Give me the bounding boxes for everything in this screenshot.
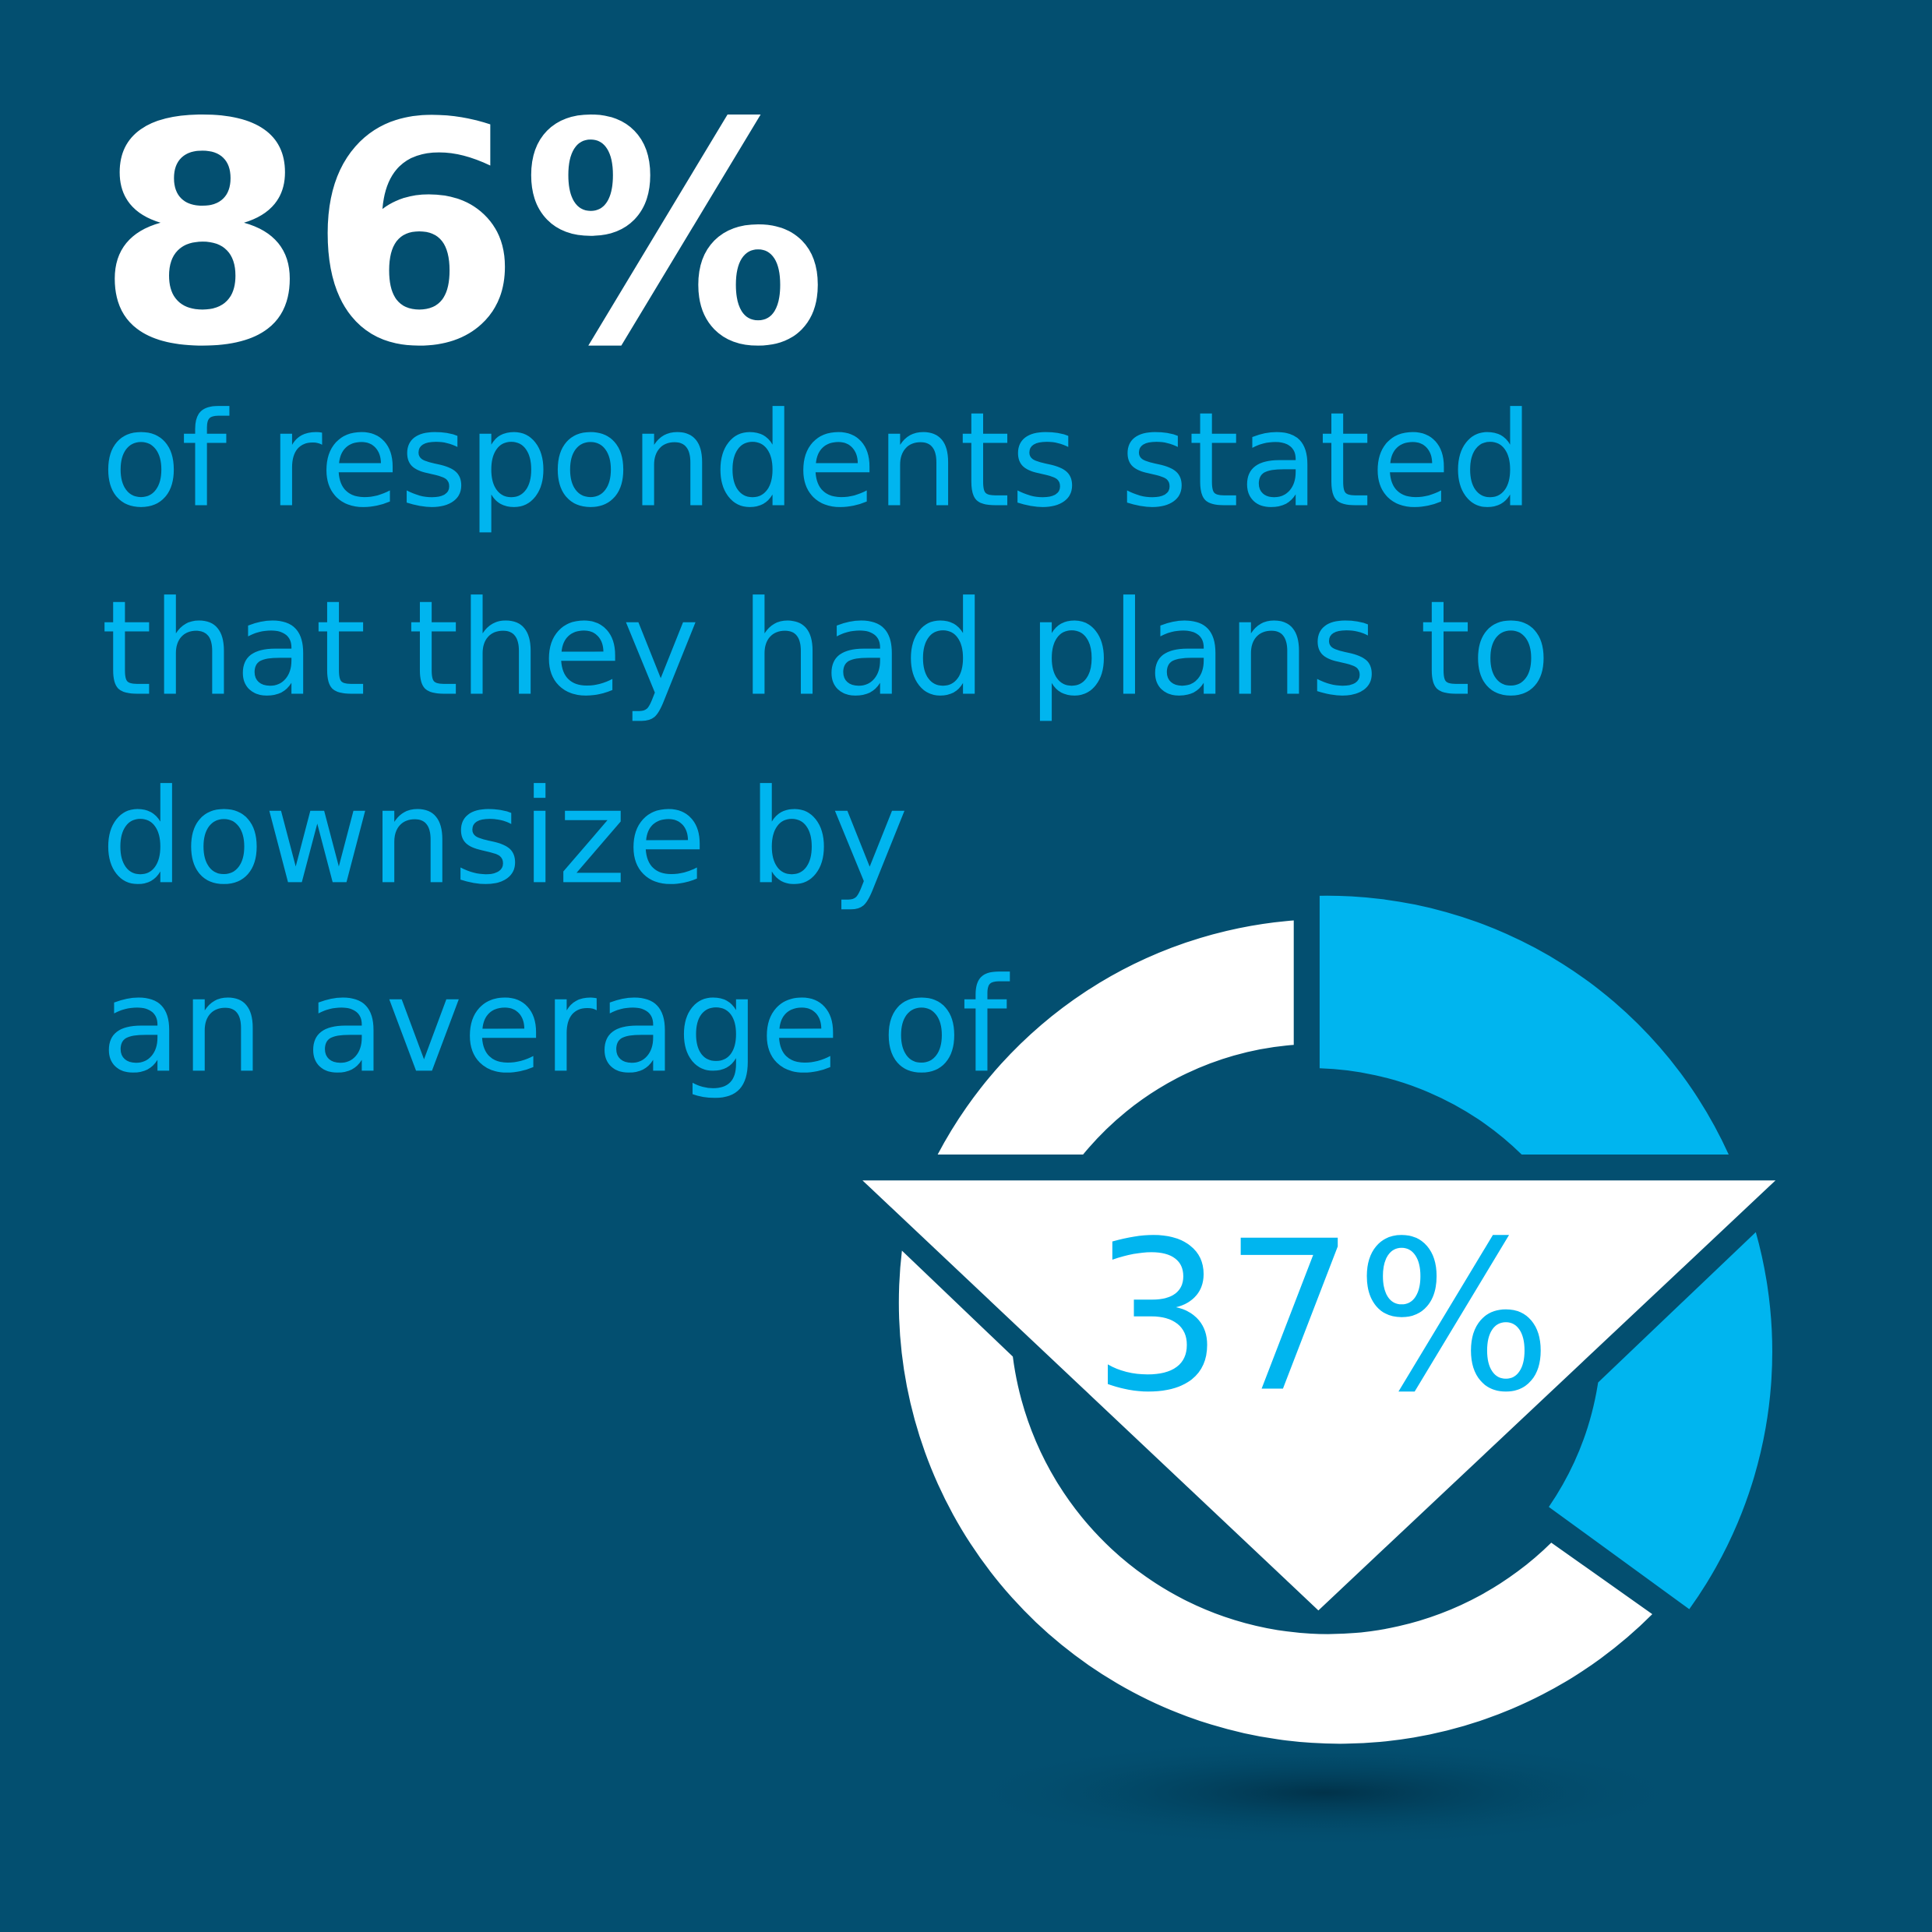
ring-segment [1549,1232,1772,1609]
ring-segment [1319,895,1729,1155]
figure-label: 37% [1092,1197,1553,1438]
body-line: downsize by [101,760,908,913]
body-line: that they had plans to [101,572,1551,724]
ring-segment [898,1250,1652,1744]
arrow [862,1180,1776,1611]
body-line: of respondents stated [101,383,1534,536]
headline: 86% [96,58,827,414]
body-line: an average of [101,949,1010,1102]
ring-segment [937,920,1294,1155]
shadow [954,1737,1694,1849]
